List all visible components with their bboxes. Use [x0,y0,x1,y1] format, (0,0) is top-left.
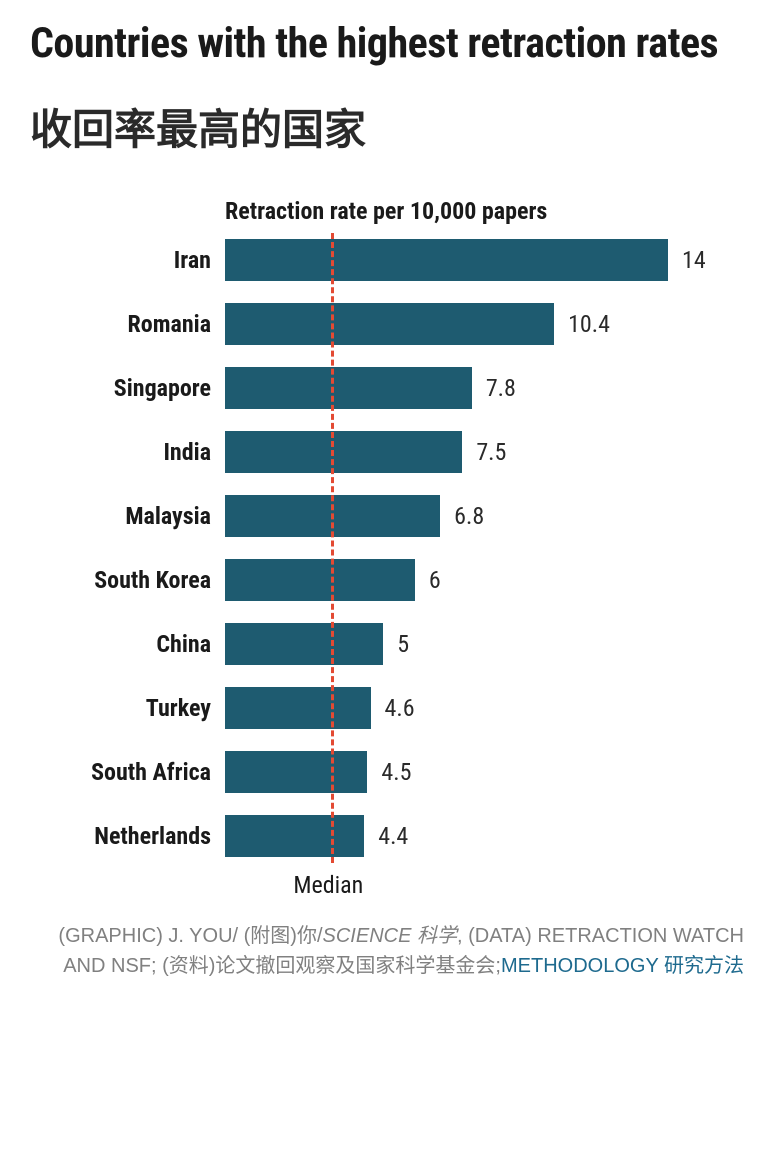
credit-methodology: METHODOLOGY 研究方法 [501,955,744,977]
bar: 4.4 [225,815,364,857]
bar-country-label: India [163,438,225,466]
bar: 7.8 [225,367,472,409]
bar-value-label: 7.5 [462,438,506,466]
bar-row: China5 [225,623,668,665]
bar: 5 [225,623,383,665]
bar-row: South Africa4.5 [225,751,668,793]
bar-row: Romania10.4 [225,303,668,345]
bar-country-label: South Korea [94,566,225,594]
bar-row: Netherlands4.4 [225,815,668,857]
bar-row: Malaysia6.8 [225,495,668,537]
bar-country-label: South Africa [91,758,225,786]
credit-graphic: (GRAPHIC) J. YOU/ (附图)你/ [58,925,322,947]
bar: 14 [225,239,668,281]
bar-value-label: 5 [383,630,409,658]
bar-row: Singapore7.8 [225,367,668,409]
credit-source-italic: SCIENCE 科学 [323,925,457,947]
bar-country-label: Romania [128,310,226,338]
bar-value-label: 4.4 [364,822,408,850]
bar-value-label: 4.6 [371,694,415,722]
bar-row: India7.5 [225,431,668,473]
chart-subtitle: Retraction rate per 10,000 papers [225,197,668,225]
bar-country-label: Netherlands [94,822,225,850]
bar-value-label: 10.4 [554,310,610,338]
bar-value-label: 14 [668,246,706,274]
bars-area: Iran14 Romania10.4 Singapore7.8 India7.5 Mal… [225,239,668,857]
title-english: Countries with the highest retraction ra… [30,20,748,68]
title-chinese: 收回率最高的国家 [30,96,748,157]
bar-country-label: China [156,630,225,658]
bar-row: South Korea6 [225,559,668,601]
bar: 6 [225,559,415,601]
bar-country-label: Malaysia [125,502,225,530]
bar-country-label: Singapore [114,374,225,402]
bar: 4.5 [225,751,367,793]
median-line [331,233,334,863]
bar-value-label: 6 [415,566,441,594]
bar-value-label: 4.5 [367,758,411,786]
bar-value-label: 7.8 [472,374,516,402]
bar-row: Iran14 [225,239,668,281]
bar: 7.5 [225,431,462,473]
bar: 10.4 [225,303,554,345]
median-label: Median [225,871,668,899]
chart-container: Retraction rate per 10,000 papers Iran14… [30,197,748,899]
bar-country-label: Iran [174,246,225,274]
bar: 4.6 [225,687,371,729]
bar-country-label: Turkey [146,694,225,722]
bar-row: Turkey4.6 [225,687,668,729]
bar-value-label: 6.8 [440,502,484,530]
credit-line: (GRAPHIC) J. YOU/ (附图)你/SCIENCE 科学, (DAT… [30,921,748,981]
